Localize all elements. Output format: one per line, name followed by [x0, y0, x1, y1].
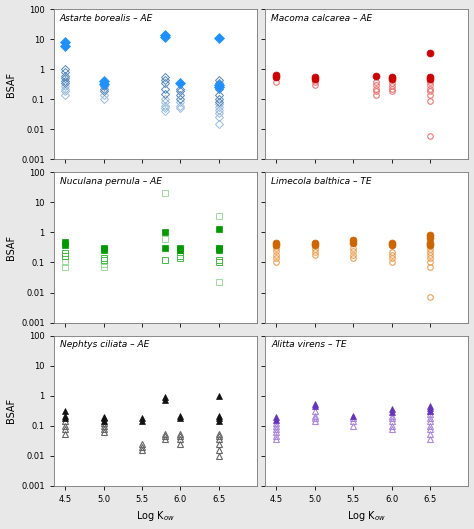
Y-axis label: BSAF: BSAF [6, 398, 16, 423]
Y-axis label: BSAF: BSAF [6, 235, 16, 260]
Text: Nephtys ciliata – AE: Nephtys ciliata – AE [60, 340, 149, 349]
X-axis label: Log K$_{ow}$: Log K$_{ow}$ [347, 509, 386, 523]
Text: Macoma calcarea – AE: Macoma calcarea – AE [271, 14, 372, 23]
Text: Limecola balthica – TE: Limecola balthica – TE [271, 177, 372, 186]
Text: Nuculana pernula – AE: Nuculana pernula – AE [60, 177, 162, 186]
Y-axis label: BSAF: BSAF [6, 71, 16, 97]
Text: Alitta virens – TE: Alitta virens – TE [271, 340, 346, 349]
X-axis label: Log K$_{ow}$: Log K$_{ow}$ [136, 509, 175, 523]
Text: Astarte borealis – AE: Astarte borealis – AE [60, 14, 153, 23]
